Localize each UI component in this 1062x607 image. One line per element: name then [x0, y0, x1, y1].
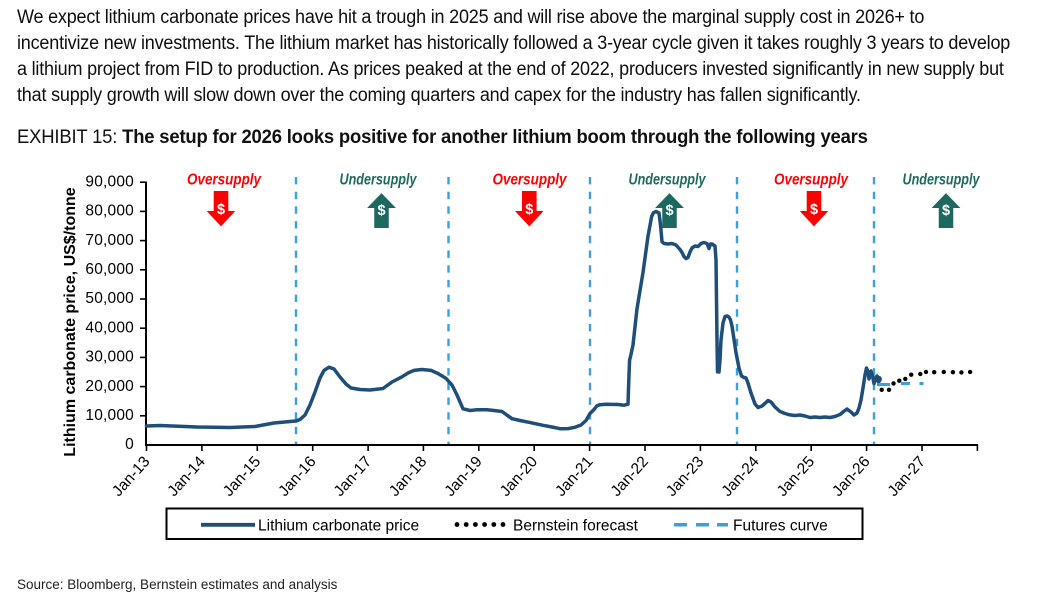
svg-text:Jan-19: Jan-19 — [441, 453, 485, 500]
svg-text:20,000: 20,000 — [85, 378, 134, 395]
svg-text:$: $ — [665, 203, 673, 219]
svg-text:30,000: 30,000 — [85, 349, 134, 366]
svg-text:Oversupply: Oversupply — [187, 172, 262, 189]
svg-text:Jan-25: Jan-25 — [774, 453, 818, 500]
svg-text:Lithium carbonate price, US$/t: Lithium carbonate price, US$/tonne — [62, 187, 79, 456]
svg-text:Jan-15: Jan-15 — [220, 453, 264, 500]
svg-text:Jan-18: Jan-18 — [386, 453, 430, 500]
svg-text:Jan-23: Jan-23 — [663, 453, 707, 500]
svg-text:Undersupply: Undersupply — [340, 172, 418, 189]
svg-text:50,000: 50,000 — [85, 290, 134, 307]
svg-text:Oversupply: Oversupply — [493, 172, 568, 189]
svg-text:Jan-24: Jan-24 — [718, 453, 763, 500]
svg-text:10,000: 10,000 — [85, 407, 134, 424]
svg-text:0: 0 — [125, 436, 134, 453]
svg-text:Futures curve: Futures curve — [733, 518, 828, 535]
svg-text:Oversupply: Oversupply — [774, 172, 849, 189]
svg-text:Jan-20: Jan-20 — [497, 453, 542, 500]
svg-text:Jan-13: Jan-13 — [109, 453, 153, 500]
svg-text:Jan-14: Jan-14 — [165, 453, 210, 500]
svg-text:80,000: 80,000 — [85, 203, 134, 220]
svg-text:Bernstein forecast: Bernstein forecast — [513, 518, 639, 535]
svg-text:60,000: 60,000 — [85, 261, 134, 278]
svg-text:Lithium carbonate price: Lithium carbonate price — [258, 518, 419, 535]
svg-text:Undersupply: Undersupply — [629, 172, 707, 189]
svg-text:40,000: 40,000 — [85, 319, 134, 336]
svg-text:Undersupply: Undersupply — [903, 172, 981, 189]
svg-text:70,000: 70,000 — [85, 232, 134, 249]
svg-text:90,000: 90,000 — [85, 173, 134, 190]
svg-text:Jan-22: Jan-22 — [608, 453, 652, 500]
svg-text:Jan-21: Jan-21 — [552, 453, 596, 500]
svg-text:Jan-26: Jan-26 — [829, 453, 873, 500]
svg-text:$: $ — [377, 203, 385, 219]
svg-text:Jan-16: Jan-16 — [275, 453, 319, 500]
svg-text:Jan-17: Jan-17 — [331, 453, 375, 500]
svg-text:Jan-27: Jan-27 — [885, 453, 929, 500]
svg-text:$: $ — [217, 202, 225, 218]
svg-text:$: $ — [525, 202, 533, 218]
svg-text:$: $ — [810, 202, 818, 218]
svg-text:$: $ — [942, 203, 950, 219]
